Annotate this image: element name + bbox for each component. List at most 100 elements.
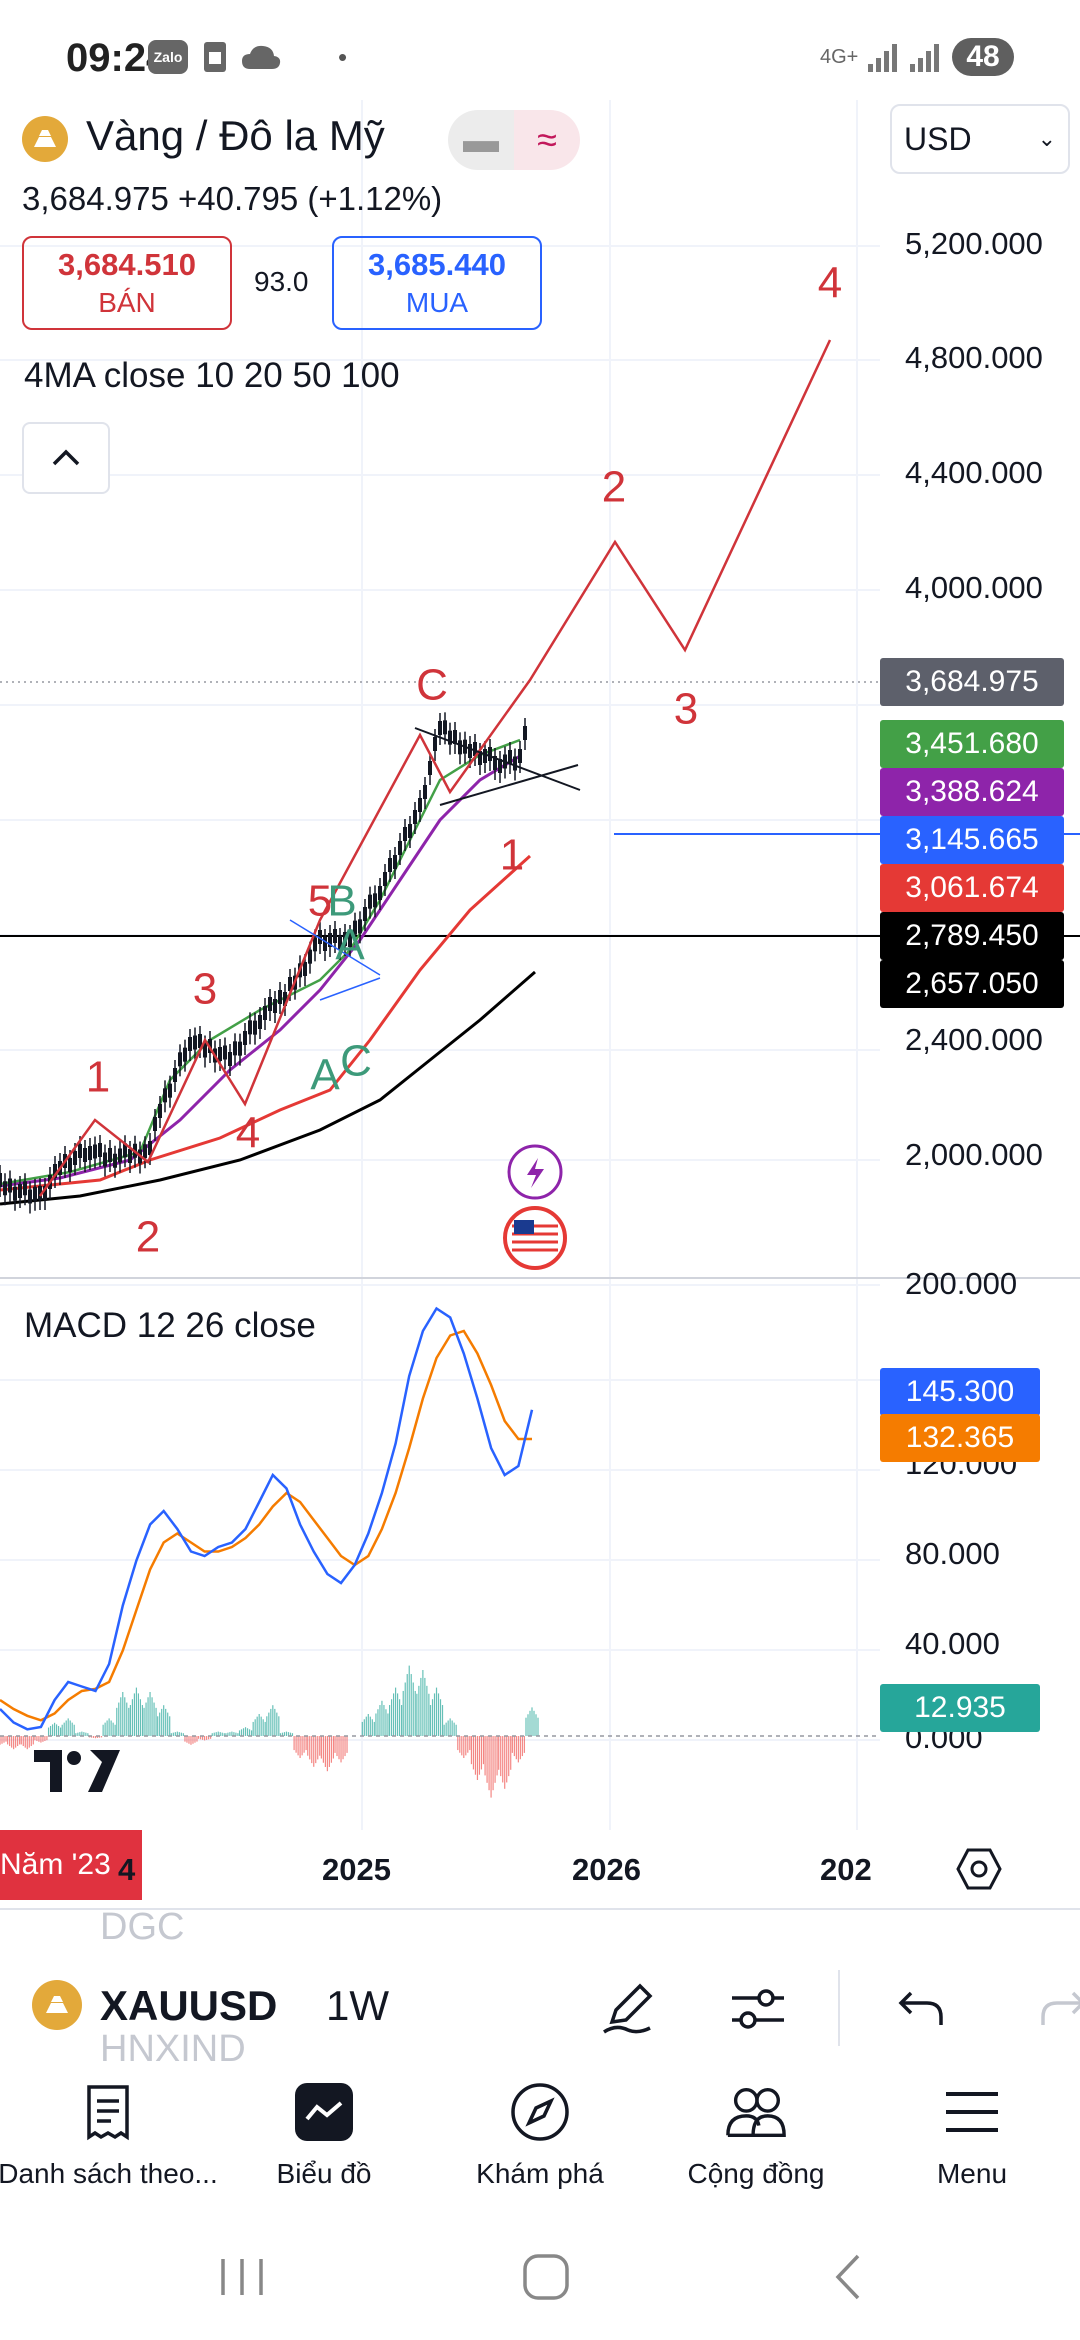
nav-explore[interactable]: Khám phá <box>432 2080 648 2210</box>
y-tick-label: 5,200.000 <box>905 226 1043 261</box>
minimize-button[interactable]: ▬ <box>448 110 514 170</box>
candle-body <box>388 858 392 872</box>
wave-label: 1 <box>86 1053 110 1102</box>
candle-body <box>498 759 502 773</box>
candle-body <box>153 1117 157 1131</box>
candle-body <box>373 893 377 908</box>
candle-body <box>193 1035 197 1050</box>
candle-body <box>433 737 437 751</box>
candle-body <box>488 747 492 761</box>
sim-card-icon <box>200 40 230 74</box>
approx-button[interactable]: ≈ <box>514 110 580 170</box>
indicator-legend[interactable]: 4MA close 10 20 50 100 <box>24 356 400 395</box>
nav-chart[interactable]: Biểu đồ <box>216 2080 432 2210</box>
ma-20-line <box>0 754 521 1188</box>
candle-body <box>253 1020 257 1035</box>
triangle-line <box>414 727 581 791</box>
candle-body <box>518 749 522 763</box>
candle-body <box>198 1034 202 1048</box>
sell-label: BÁN <box>98 287 156 318</box>
candle-body <box>368 894 372 909</box>
interval-picker[interactable]: 1W <box>326 1982 389 2029</box>
nav-watchlist[interactable]: Danh sách theo... <box>0 2080 218 2210</box>
chevron-down-icon: ⌄ <box>1037 126 1056 151</box>
zalo-icon: Zalo <box>148 40 188 74</box>
candle-body <box>38 1186 42 1200</box>
hamburger-menu-icon <box>940 2080 1004 2144</box>
chevron-up-icon <box>52 449 80 466</box>
price-badge-label: 3,684.975 <box>905 665 1038 698</box>
currency-select[interactable]: USD ⌄ <box>890 104 1070 174</box>
x-tick-label: 2026 <box>572 1852 641 1887</box>
recent-apps-icon[interactable] <box>202 2242 282 2312</box>
collapse-legend-button[interactable] <box>22 422 110 494</box>
price-badge <box>880 658 1064 706</box>
candle-body <box>333 929 337 943</box>
price-chart[interactable]: 5,200.000 4,800.000 4,400.000 4,000.000 2,40… <box>0 100 1080 1900</box>
price-badge <box>880 768 1064 816</box>
dot-icon: • <box>338 41 348 72</box>
candle-body <box>93 1144 97 1159</box>
candle-body <box>483 749 487 763</box>
redo-icon[interactable] <box>1030 1976 1080 2040</box>
candle-body <box>418 798 422 812</box>
candle-body <box>28 1189 32 1204</box>
candle-body <box>103 1152 107 1167</box>
candle-body <box>303 962 307 976</box>
symbol-title[interactable]: Vàng / Đô la Mỹ <box>86 112 385 159</box>
candle-body <box>423 785 427 799</box>
tradingview-logo <box>34 1750 120 1792</box>
nav-label: Danh sách theo... <box>0 2158 218 2189</box>
symbol-picker[interactable]: XAUUSD <box>100 1982 278 2029</box>
home-icon[interactable] <box>506 2242 586 2312</box>
candle-body <box>448 730 452 745</box>
symbol-list-ghost: DGC <box>100 1908 185 1948</box>
battery-indicator: 48 <box>952 38 1014 76</box>
candle-body <box>83 1148 87 1162</box>
buy-button[interactable]: 3,685.440 MUA <box>332 236 542 330</box>
candle-body <box>308 949 312 964</box>
candle-body <box>53 1164 57 1178</box>
candle-body <box>73 1151 77 1165</box>
price-badge-label: 3,061.674 <box>905 871 1038 904</box>
candle-body <box>0 1173 2 1187</box>
candle-body <box>238 1041 242 1056</box>
candle-body <box>128 1149 132 1163</box>
price-badge-label: 3,451.680 <box>905 727 1038 760</box>
candle-body <box>118 1148 122 1163</box>
chart-settings-icon[interactable] <box>956 1846 1002 1892</box>
sell-button[interactable]: 3,684.510 BÁN <box>22 236 232 330</box>
candle-body <box>178 1052 182 1067</box>
candle-body <box>263 1006 267 1020</box>
wave-label: 4 <box>818 259 842 308</box>
x-tick-label: 202 <box>820 1852 872 1887</box>
candle-body <box>78 1144 82 1158</box>
candle-body <box>273 999 277 1013</box>
macd-signal-line <box>0 1329 532 1722</box>
lightning-event-icon <box>527 1158 544 1188</box>
y-tick-label: 80.000 <box>905 1536 1000 1571</box>
candle-body <box>13 1186 17 1201</box>
macd-badge <box>880 1368 1040 1416</box>
candle-body <box>318 930 322 944</box>
wave-label: C <box>416 661 448 710</box>
price-badge-label: 3,388.624 <box>905 775 1038 808</box>
time-cursor-tag: Năm '23 <box>0 1830 142 1900</box>
candle-body <box>143 1144 147 1159</box>
spread-value: 93.0 <box>254 266 309 297</box>
compass-icon <box>508 2080 572 2144</box>
drawing-pen-icon[interactable] <box>596 1976 660 2040</box>
candle-body <box>478 751 482 765</box>
macd-legend[interactable]: MACD 12 26 close <box>24 1306 316 1345</box>
indicators-sliders-icon[interactable] <box>726 1976 790 2040</box>
candle-body <box>473 742 477 756</box>
currency-value: USD <box>904 120 972 157</box>
undo-icon[interactable] <box>890 1976 954 2040</box>
candle-body <box>523 726 527 740</box>
candle-body <box>438 721 442 735</box>
nav-community[interactable]: Cộng đồng <box>648 2080 864 2210</box>
nav-menu[interactable]: Menu <box>864 2080 1080 2210</box>
people-icon <box>724 2080 788 2144</box>
candle-body <box>513 756 517 771</box>
back-icon[interactable] <box>808 2242 888 2312</box>
